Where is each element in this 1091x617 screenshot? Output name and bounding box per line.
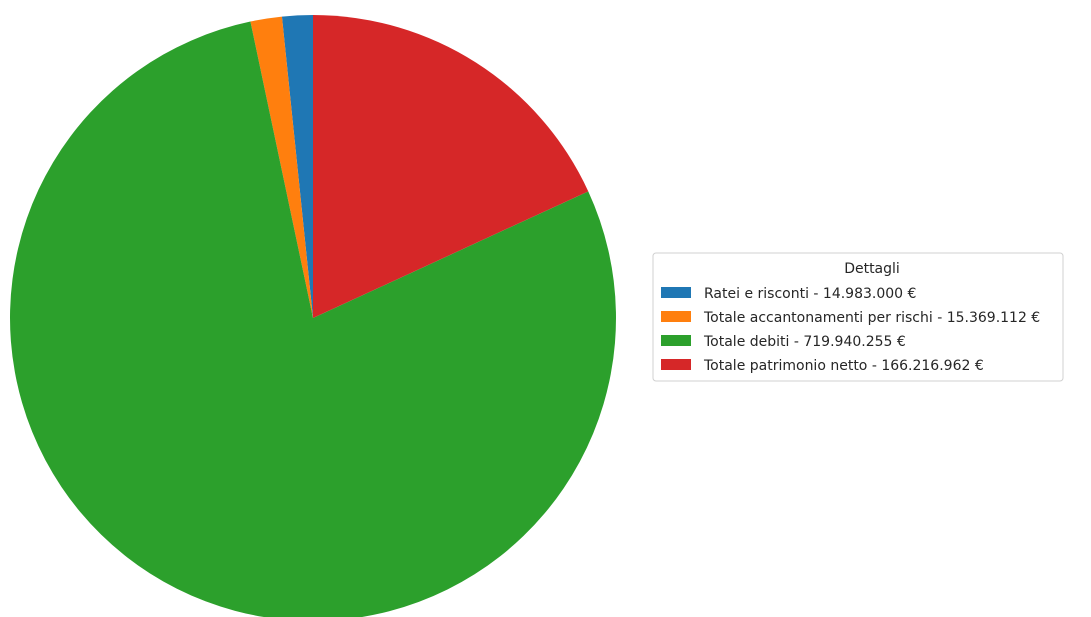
legend-label: Totale patrimonio netto - 166.216.962 €: [703, 358, 984, 374]
legend-label: Totale debiti - 719.940.255 €: [703, 334, 906, 350]
legend-entry: Totale accantonamenti per rischi - 15.36…: [661, 310, 1040, 326]
legend-title: Dettagli: [844, 261, 900, 277]
legend-entry: Totale patrimonio netto - 166.216.962 €: [661, 358, 984, 374]
legend-swatch: [661, 311, 691, 322]
legend-entry: Totale debiti - 719.940.255 €: [661, 334, 906, 350]
pie-slice: [313, 15, 589, 318]
legend-label: Totale accantonamenti per rischi - 15.36…: [703, 310, 1040, 326]
legend-frame: [652, 252, 1064, 382]
legend-swatch: [661, 335, 691, 346]
pie-slice: [250, 16, 313, 318]
legend-label: Ratei e risconti - 14.983.000 €: [704, 286, 916, 302]
legend: Dettagli Ratei e risconti - 14.983.000 €…: [652, 252, 1064, 382]
legend-entry: Ratei e risconti - 14.983.000 €: [661, 286, 916, 302]
pie-slice: [281, 15, 313, 318]
legend-swatch: [661, 359, 691, 370]
pie-slices: [10, 15, 616, 617]
pie-slice: [10, 21, 616, 617]
legend-swatch: [661, 287, 691, 298]
